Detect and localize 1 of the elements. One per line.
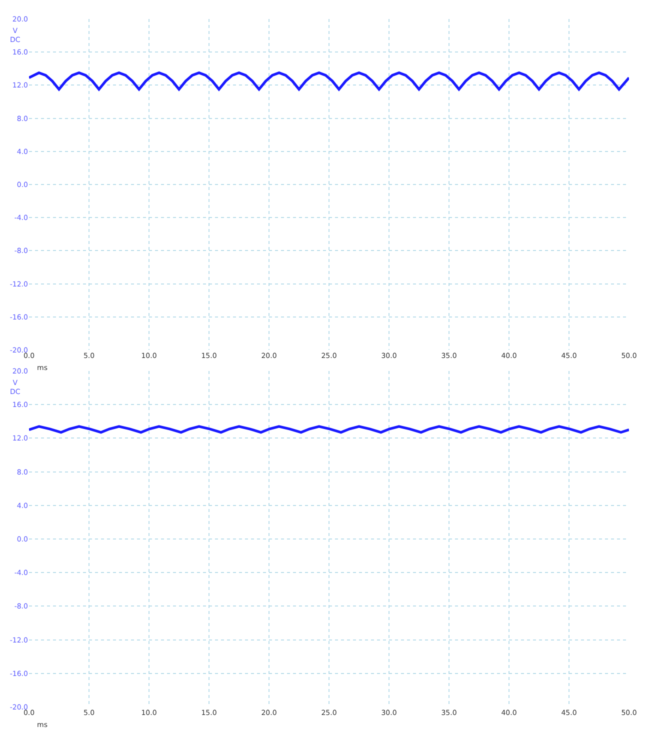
line-series (29, 71, 629, 91)
